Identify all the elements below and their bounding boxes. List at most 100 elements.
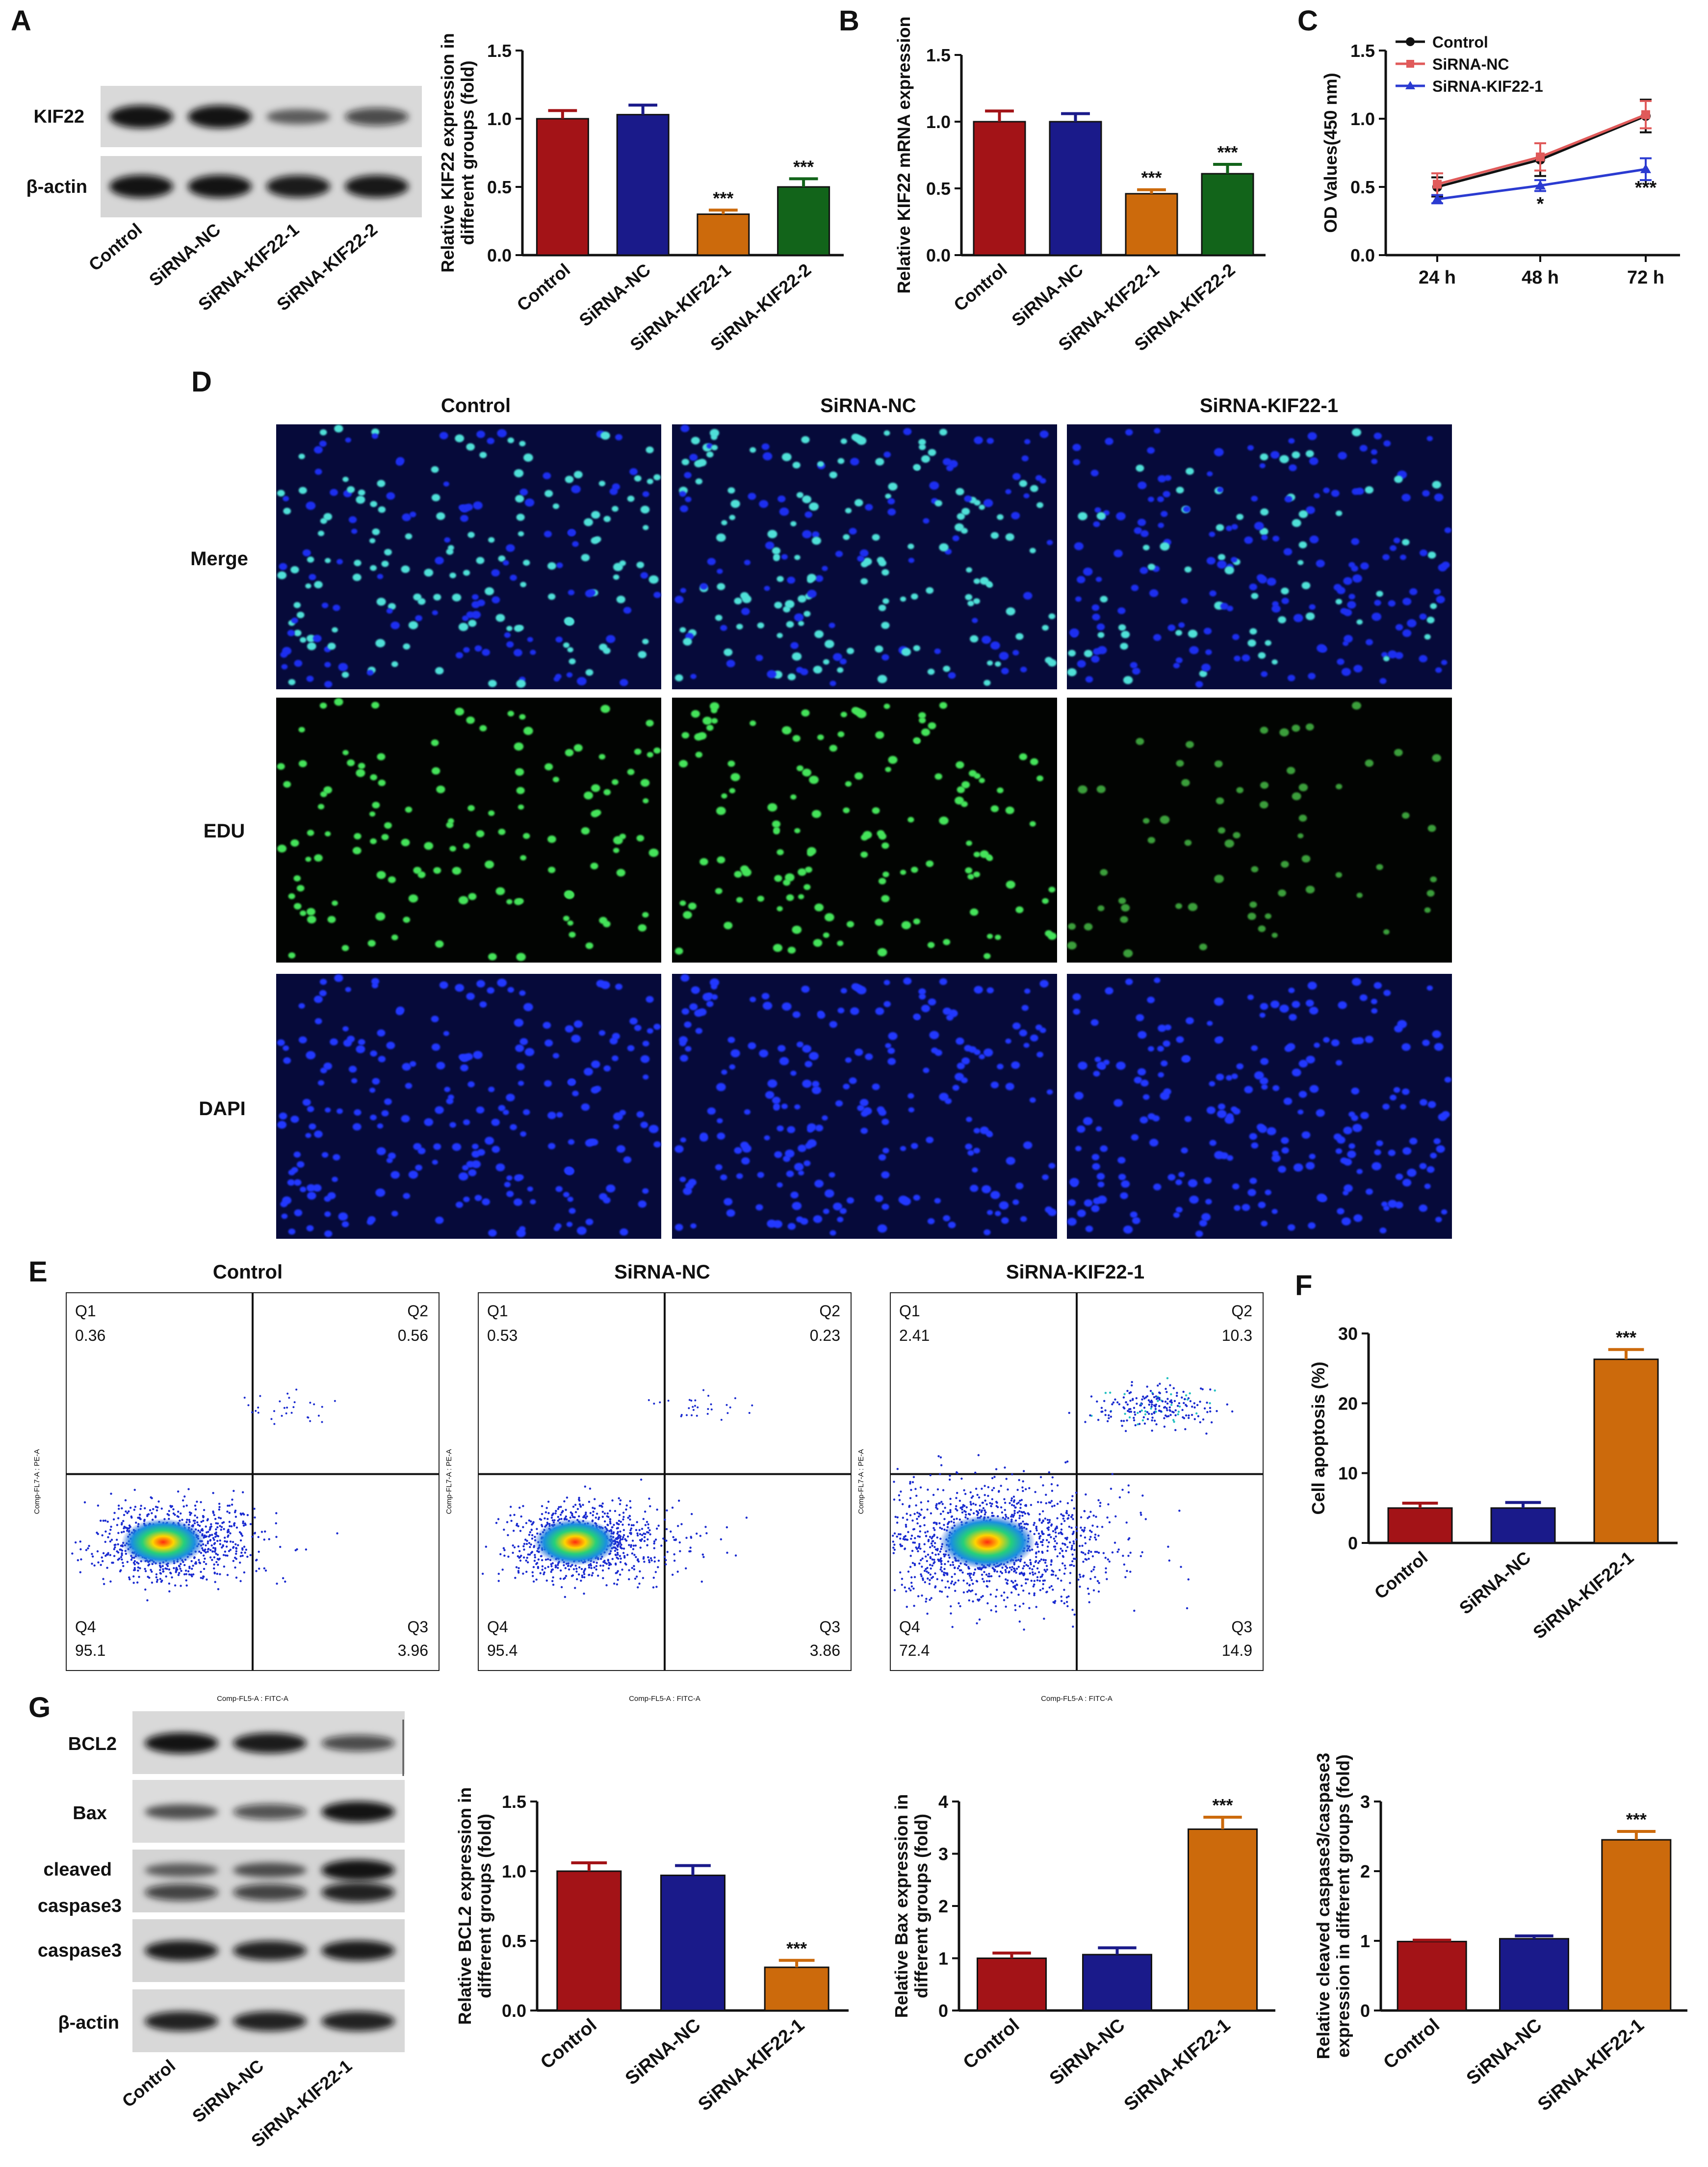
nucleus	[1077, 1209, 1086, 1217]
nucleus	[600, 705, 610, 713]
flow-dot	[257, 1411, 259, 1414]
nucleus	[849, 1077, 857, 1084]
flow-dot	[1087, 1517, 1089, 1519]
nucleus	[277, 844, 287, 853]
flow-dot	[906, 1513, 908, 1515]
nucleus	[1283, 548, 1293, 556]
flow-dot	[952, 1561, 954, 1564]
nucleus	[598, 754, 606, 760]
flow-dot	[609, 1520, 612, 1523]
flow-dot	[175, 1571, 177, 1573]
flow-dot	[205, 1544, 207, 1547]
panel-label-D: D	[191, 366, 212, 398]
flow-dot	[748, 1411, 750, 1414]
nucleus	[290, 566, 299, 574]
nucleus	[431, 466, 439, 473]
flow-title-2: SiRNA-KIF22-1	[1006, 1261, 1144, 1283]
nucleus	[1176, 1036, 1184, 1043]
nucleus	[1136, 1014, 1144, 1021]
flow-dot	[275, 1536, 278, 1538]
flow-dot	[77, 1559, 79, 1562]
flow-dot	[650, 1559, 653, 1562]
nucleus	[1077, 660, 1086, 668]
flow-dot	[541, 1513, 543, 1515]
nucleus	[491, 1119, 500, 1126]
flow-dot	[994, 1605, 997, 1608]
flow-dot	[190, 1560, 193, 1563]
nucleus	[1188, 629, 1198, 638]
flow-dot	[597, 1518, 600, 1520]
nucleus	[729, 1064, 736, 1070]
flow-dot	[1010, 1568, 1013, 1571]
flow-dot	[666, 1551, 669, 1553]
nucleus	[352, 1123, 362, 1131]
flow-dot	[117, 1551, 120, 1554]
nucleus	[1388, 1149, 1396, 1156]
panel-E-flow: Control SiRNA-NC SiRNA-KIF22-1 Q10.36Q20…	[33, 1261, 1264, 1703]
nucleus	[1433, 1138, 1441, 1145]
nucleus	[1154, 977, 1161, 983]
flow-dot	[933, 1546, 936, 1548]
flow-dot	[220, 1528, 222, 1531]
nucleus	[369, 1087, 376, 1093]
nucleus	[1261, 671, 1268, 677]
flow-dot	[930, 1597, 932, 1599]
nucleus	[465, 1053, 473, 1060]
nucleus	[1123, 949, 1133, 958]
nucleus	[435, 667, 444, 675]
nucleus	[603, 789, 611, 796]
flow-dot	[1014, 1609, 1017, 1612]
flow-dot	[184, 1569, 187, 1572]
flow-dot	[893, 1589, 896, 1592]
flow-dot	[917, 1515, 920, 1518]
nucleus	[919, 444, 926, 450]
flow-dot	[934, 1553, 937, 1556]
flow-dot	[696, 1414, 698, 1417]
flow-dot	[545, 1579, 548, 1582]
nucleus	[1231, 524, 1238, 530]
flow-dot	[1097, 1590, 1100, 1593]
flow-dot	[917, 1550, 919, 1553]
nucleus	[872, 1083, 880, 1090]
nucleus	[854, 772, 863, 780]
flow-dot	[996, 1501, 998, 1504]
nucleus	[995, 1211, 1001, 1216]
nucleus	[327, 643, 336, 650]
flow-dot	[270, 1418, 273, 1420]
flow-dot	[292, 1406, 295, 1409]
flow-dot	[123, 1527, 125, 1530]
flow-dot	[926, 1560, 928, 1563]
nucleus	[1175, 1206, 1183, 1213]
flow-dot	[641, 1534, 644, 1537]
flow-dot	[617, 1557, 620, 1560]
flow-dot	[210, 1544, 213, 1547]
flow-dot	[209, 1549, 212, 1551]
nucleus	[1091, 604, 1100, 611]
C-point-2-0	[1432, 194, 1443, 204]
flow-dot	[694, 1405, 696, 1407]
nucleus	[312, 634, 322, 642]
flow-dot	[565, 1509, 567, 1511]
flow-dot	[1015, 1571, 1017, 1574]
nucleus	[888, 482, 898, 491]
nucleus	[1048, 613, 1056, 620]
flow-dot	[1089, 1511, 1092, 1513]
nucleus	[883, 1001, 891, 1007]
flow-dot	[1048, 1471, 1050, 1474]
flow-dot	[1129, 1551, 1132, 1554]
nucleus	[681, 459, 690, 466]
nucleus	[1092, 613, 1100, 621]
flow-dot	[970, 1503, 972, 1506]
flow-dot	[908, 1587, 910, 1590]
flow-dot	[213, 1563, 215, 1566]
nucleus	[1337, 658, 1345, 665]
micro-bg-1-1	[672, 698, 1057, 963]
nucleus	[1284, 1045, 1293, 1052]
flow-dot	[1065, 1601, 1068, 1603]
nucleus	[773, 1105, 780, 1111]
flow-dot	[988, 1580, 991, 1583]
flow-dot	[554, 1566, 557, 1568]
flow-dot	[1041, 1540, 1043, 1543]
flow-q4-label-1: Q4	[487, 1618, 508, 1636]
